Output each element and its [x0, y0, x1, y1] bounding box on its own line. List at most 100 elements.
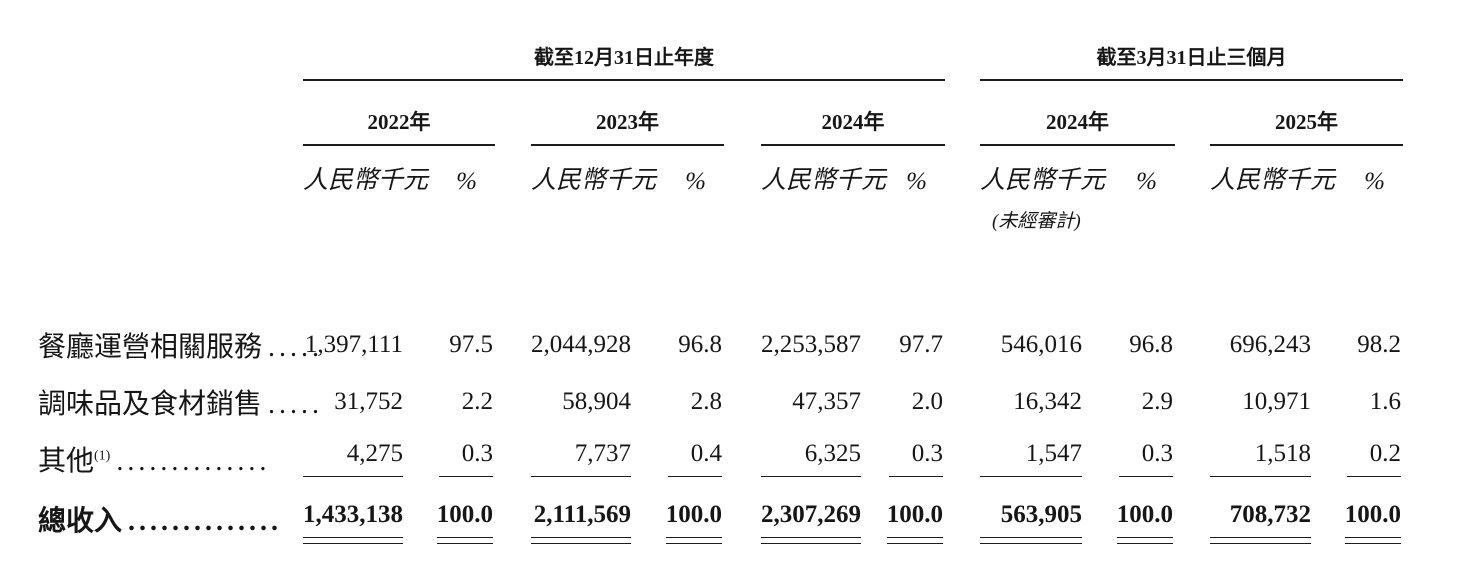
total-amount-cell: 708,732	[1210, 487, 1311, 551]
percent-cell: 2.2	[461, 387, 493, 415]
percent-cell: 97.5	[449, 330, 493, 358]
spacer	[945, 373, 980, 430]
row-label-text: 餐廳運營相關服務	[38, 331, 263, 363]
amount-cell: 1,547	[980, 430, 1082, 487]
percent-cell: 0.4	[631, 430, 724, 487]
period-group-quarterly: 截至3月31日止三個月	[980, 26, 1403, 81]
table-row-condiments-food: 調味品及食材銷售..... 31,752 2.2 58,904 2.8 47,3…	[38, 373, 1403, 430]
spacer	[1175, 430, 1210, 487]
percent-cell: 2.8	[690, 387, 722, 415]
unit-rmb: 人民幣千元	[980, 167, 1106, 194]
year-2023: 2023年	[531, 80, 724, 146]
total-percent-cell: 100.0	[403, 487, 495, 551]
spacer	[945, 80, 980, 145]
total-percent-cell: 100.0	[631, 487, 724, 551]
dot-leader: ..............	[128, 506, 283, 537]
row-label: 其他(1)..............	[38, 430, 303, 487]
amount-cell: 546,016	[1000, 330, 1082, 358]
amount-cell: 16,342	[1013, 387, 1082, 415]
spacer	[1175, 487, 1210, 551]
spacer	[495, 373, 531, 430]
spacer	[1175, 200, 1403, 246]
amount-cell: 31,752	[334, 387, 403, 415]
spacer	[495, 487, 531, 551]
percent-cell: 0.2	[1311, 430, 1403, 487]
spacer	[38, 145, 303, 200]
spacer	[724, 316, 761, 373]
unit-pct: %	[1136, 168, 1157, 195]
row-label-text: 總收入	[38, 506, 123, 537]
dot-leader: .....	[268, 388, 324, 420]
total-percent-cell: 100.0	[861, 487, 945, 551]
spacer	[495, 316, 531, 373]
total-amount-cell: 2,111,569	[531, 487, 631, 551]
percent-cell: 0.3	[403, 430, 495, 487]
dot-leader: .....	[268, 331, 324, 363]
unit-pct: %	[1364, 168, 1385, 195]
amount-cell: 6,325	[761, 430, 861, 487]
spacer	[724, 430, 761, 487]
spacer	[724, 80, 761, 145]
revenue-breakdown-table: 截至12月31日止年度 截至3月31日止三個月 2022年 2023年 2024…	[38, 26, 1403, 551]
spacer	[724, 487, 761, 551]
year-2025-q1: 2025年	[1210, 80, 1403, 146]
percent-cell: 2.9	[1141, 387, 1173, 415]
row-label: 調味品及食材銷售.....	[38, 373, 319, 430]
spacer	[1175, 373, 1210, 430]
total-percent-cell: 100.0	[1082, 487, 1175, 551]
year-2024-q1: 2024年	[980, 80, 1175, 146]
amount-cell: 1,518	[1210, 430, 1311, 487]
unit-rmb: 人民幣千元	[303, 167, 429, 194]
spacer	[38, 26, 303, 80]
row-label-text: 調味品及食材銷售	[38, 388, 263, 420]
unit-rmb: 人民幣千元	[761, 167, 887, 194]
amount-cell: 2,044,928	[531, 330, 631, 358]
unit-pct: %	[685, 168, 706, 195]
percent-cell: 98.2	[1357, 330, 1401, 358]
unit-pct: %	[906, 168, 927, 195]
row-label: 總收入..............	[38, 487, 303, 551]
table-row-others: 其他(1).............. 4,275 0.3 7,737 0.4 …	[38, 430, 1403, 487]
percent-cell: 1.6	[1369, 387, 1401, 415]
row-label-text: 其他	[38, 445, 95, 477]
total-percent-cell: 100.0	[1311, 487, 1403, 551]
spacer	[495, 145, 531, 200]
spacer	[724, 145, 761, 200]
spacer	[1175, 316, 1210, 373]
percent-cell: 0.3	[861, 430, 945, 487]
amount-cell: 1,397,111	[304, 330, 403, 358]
table-row-restaurant-services: 餐廳運營相關服務..... 1,397,111 97.5 2,044,928 9…	[38, 316, 1403, 373]
spacer	[945, 316, 980, 373]
amount-cell: 2,253,587	[761, 330, 861, 358]
spacer	[945, 145, 980, 200]
period-group-header-row: 截至12月31日止年度 截至3月31日止三個月	[38, 26, 1403, 81]
total-amount-cell: 563,905	[980, 487, 1082, 551]
footnote-marker: (1)	[94, 448, 111, 464]
percent-cell: 96.8	[678, 330, 722, 358]
amount-cell: 696,243	[1229, 330, 1311, 358]
year-header-row: 2022年 2023年 2024年 2024年 2025年	[38, 80, 1403, 146]
spacer	[945, 487, 980, 551]
unit-pct: %	[456, 168, 477, 195]
row-label: 餐廳運營相關服務.....	[38, 316, 319, 373]
total-amount-cell: 2,307,269	[761, 487, 861, 551]
spacer	[38, 80, 303, 145]
spacer	[38, 200, 980, 246]
dot-leader: ..............	[116, 445, 271, 477]
amount-cell: 58,904	[562, 387, 631, 415]
spacer	[945, 26, 980, 80]
unaudited-note: (未經審計)	[992, 211, 1081, 232]
percent-cell: 2.0	[911, 387, 943, 415]
unit-rmb: 人民幣千元	[1210, 167, 1336, 194]
unaudited-note-row: (未經審計)	[38, 200, 1403, 246]
period-group-annual: 截至12月31日止年度	[303, 26, 945, 81]
spacer	[495, 80, 531, 145]
total-amount-cell: 1,433,138	[303, 487, 403, 551]
spacer	[724, 373, 761, 430]
percent-cell: 97.7	[899, 330, 943, 358]
unit-header-row: 人民幣千元 % 人民幣千元 % 人民幣千元 % 人民幣千元 % 人民幣千元 %	[38, 145, 1403, 200]
year-2024: 2024年	[761, 80, 945, 146]
spacer	[1175, 145, 1210, 200]
percent-cell: 96.8	[1129, 330, 1173, 358]
